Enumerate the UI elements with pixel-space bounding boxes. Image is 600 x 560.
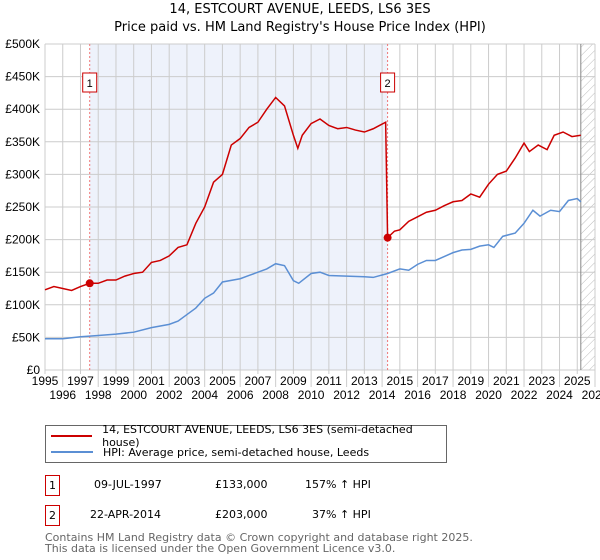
y-tick-label: £0 xyxy=(27,363,41,377)
x-tick-label: 2017 xyxy=(422,374,449,388)
annotation-label: 2 xyxy=(385,78,391,90)
legend-item-hpi: HPI: Average price, semi-detached house,… xyxy=(51,445,369,459)
x-tick-label: 2002 xyxy=(156,388,183,402)
x-tick-label: 2001 xyxy=(138,374,165,388)
y-tick-label: £450K xyxy=(5,70,40,84)
x-tick-label: 2023 xyxy=(528,374,555,388)
chart-title: 14, ESTCOURT AVENUE, LEEDS, LS6 3ES xyxy=(169,2,431,17)
x-tick-label: 2016 xyxy=(404,388,431,402)
x-tick-label: 2006 xyxy=(227,388,254,402)
transaction-hpi: 157% ↑ HPI xyxy=(305,478,371,491)
x-tick-label: 2013 xyxy=(351,374,378,388)
x-tick-label: 2005 xyxy=(209,374,236,388)
x-tick-label: 1999 xyxy=(103,374,130,388)
legend-label: 14, ESTCOURT AVENUE, LEEDS, LS6 3ES (sem… xyxy=(102,423,413,449)
x-tick-label: 2026 xyxy=(582,388,600,402)
y-tick-label: £350K xyxy=(5,135,40,149)
transaction-hpi: 37% ↑ HPI xyxy=(312,508,371,521)
x-tick-label: 2018 xyxy=(440,388,467,402)
legend: 14, ESTCOURT AVENUE, LEEDS, LS6 3ES (sem… xyxy=(45,423,447,463)
y-tick-label: £500K xyxy=(5,37,40,51)
footer-copyright: Contains HM Land Registry data © Crown c… xyxy=(45,531,473,544)
y-tick-label: £400K xyxy=(5,102,40,116)
legend-swatch-hpi xyxy=(51,451,93,453)
footer-licence: This data is licensed under the Open Gov… xyxy=(45,542,396,555)
x-tick-label: 2014 xyxy=(369,388,396,402)
property-price-line xyxy=(44,96,581,292)
transaction-price: £133,000 xyxy=(215,478,268,491)
x-tick-label: 2010 xyxy=(298,388,325,402)
transaction-price: £203,000 xyxy=(215,508,268,521)
x-tick-label: 2003 xyxy=(174,374,201,388)
transaction-point xyxy=(383,233,392,242)
x-tick-label: 2000 xyxy=(120,388,147,402)
x-tick-label: 2022 xyxy=(511,388,538,402)
annotation-box xyxy=(82,72,98,93)
y-tick-label: £200K xyxy=(5,233,40,247)
x-tick-label: 2007 xyxy=(245,374,272,388)
x-tick-label: 1996 xyxy=(49,388,76,402)
y-tick-label: £50K xyxy=(12,330,40,344)
x-tick-label: 2009 xyxy=(280,374,307,388)
x-tick-label: 2020 xyxy=(475,388,502,402)
y-tick-label: £300K xyxy=(5,167,40,181)
x-tick-label: 2025 xyxy=(564,374,591,388)
price-chart: 1995199619971998199920002001200220032004… xyxy=(5,37,600,402)
transaction-point xyxy=(85,279,94,288)
x-tick-label: 1998 xyxy=(85,388,112,402)
chart-subtitle: Price paid vs. HM Land Registry's House … xyxy=(114,20,486,35)
x-tick-label: 2024 xyxy=(546,388,573,402)
legend-label: HPI: Average price, semi-detached house,… xyxy=(103,445,370,459)
transaction-date: 09-JUL-1997 xyxy=(94,478,162,491)
x-tick-label: 2004 xyxy=(191,388,218,402)
x-tick-label: 2008 xyxy=(262,388,289,402)
legend-item-property: 14, ESTCOURT AVENUE, LEEDS, LS6 3ES (sem… xyxy=(51,423,446,449)
y-tick-label: £100K xyxy=(5,298,40,312)
x-tick-label: 1995 xyxy=(32,374,59,388)
y-tick-label: £150K xyxy=(5,265,40,279)
annotation-box xyxy=(380,72,396,93)
hpi-line xyxy=(45,197,582,340)
x-tick-label: 2021 xyxy=(493,374,520,388)
transaction-date: 22-APR-2014 xyxy=(90,508,162,521)
x-tick-label: 1997 xyxy=(67,374,94,388)
x-tick-label: 2011 xyxy=(316,374,342,388)
transaction-marker-1: 1 xyxy=(45,475,60,496)
transaction-marker-2: 2 xyxy=(45,505,60,526)
annotation-label: 1 xyxy=(87,78,93,90)
y-tick-label: £250K xyxy=(5,200,40,214)
x-tick-label: 2019 xyxy=(457,374,484,388)
x-tick-label: 2015 xyxy=(386,374,413,388)
legend-swatch-property xyxy=(51,435,93,437)
x-tick-label: 2012 xyxy=(333,388,360,402)
